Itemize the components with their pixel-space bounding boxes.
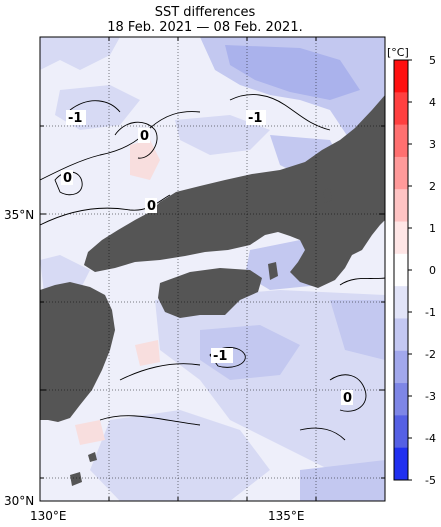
colorbar-cells (394, 60, 408, 481)
map-frame (39, 36, 386, 502)
colorbar-unit: [°C] (387, 46, 409, 59)
colorbar-tick-label: 1 (429, 222, 436, 235)
colorbar-cell (394, 92, 408, 126)
shikoku-landmass (158, 268, 262, 318)
contour-label: -1 (248, 111, 262, 126)
frame-ticks (40, 37, 385, 501)
colorbar: [°C] 5 4 3 2 1 0 -1 -2 -3 -4 -5 (387, 46, 436, 487)
contour-labels: -1 -1 0 0 0 -1 0 (61, 110, 353, 406)
lat-label-35n: 35°N (4, 208, 34, 222)
lon-label-130e: 130°E (30, 509, 67, 523)
colorbar-tick-label: -4 (425, 432, 436, 445)
map-date-range: 18 Feb. 2021 — 08 Feb. 2021. (107, 20, 302, 35)
small-island-1 (70, 472, 82, 486)
colorbar-cell (394, 383, 408, 416)
colorbar-cell (394, 350, 408, 384)
colorbar-tick-label: -2 (425, 348, 436, 361)
honshu-landmass (84, 95, 385, 288)
colorbar-tick-label: 4 (429, 96, 436, 109)
small-island-3 (323, 188, 332, 203)
awaji-island (268, 262, 278, 280)
lon-label-135e: 135°E (268, 509, 305, 523)
colorbar-tick-label: -5 (425, 474, 436, 487)
colorbar-tick-label: 0 (429, 264, 436, 277)
colorbar-tick-label: 3 (429, 138, 436, 151)
colorbar-tick-label: 2 (429, 180, 436, 193)
colorbar-cell (394, 60, 408, 93)
land-masses (40, 95, 385, 486)
small-island-2 (88, 452, 97, 462)
colorbar-cell (394, 189, 408, 223)
contour-label: -1 (213, 349, 227, 364)
colorbar-cell (394, 124, 408, 158)
map-title: SST differences (155, 5, 256, 20)
colorbar-tick-label: 5 (429, 54, 436, 67)
map-area: -1 -1 0 0 0 -1 0 (39, 36, 386, 502)
graticule (40, 37, 385, 501)
contour-label: 0 (147, 199, 156, 214)
colorbar-cell (394, 447, 408, 481)
lat-label-30n: 30°N (4, 494, 34, 508)
contour-label: -1 (68, 111, 82, 126)
colorbar-tick-label: -1 (425, 306, 436, 319)
colorbar-cell (394, 415, 408, 449)
contour-label: 0 (343, 391, 352, 406)
colorbar-ticks: 5 4 3 2 1 0 -1 -2 -3 -4 -5 (408, 54, 436, 487)
kyushu-landmass (40, 282, 115, 422)
colorbar-cell (394, 253, 408, 287)
contour-label: 0 (140, 129, 149, 144)
colorbar-cell (394, 318, 408, 352)
colorbar-cell (394, 286, 408, 319)
contour-label: 0 (63, 171, 72, 186)
colorbar-cell (394, 156, 408, 190)
colorbar-cell (394, 221, 408, 255)
colorbar-tick-label: -3 (425, 390, 436, 403)
